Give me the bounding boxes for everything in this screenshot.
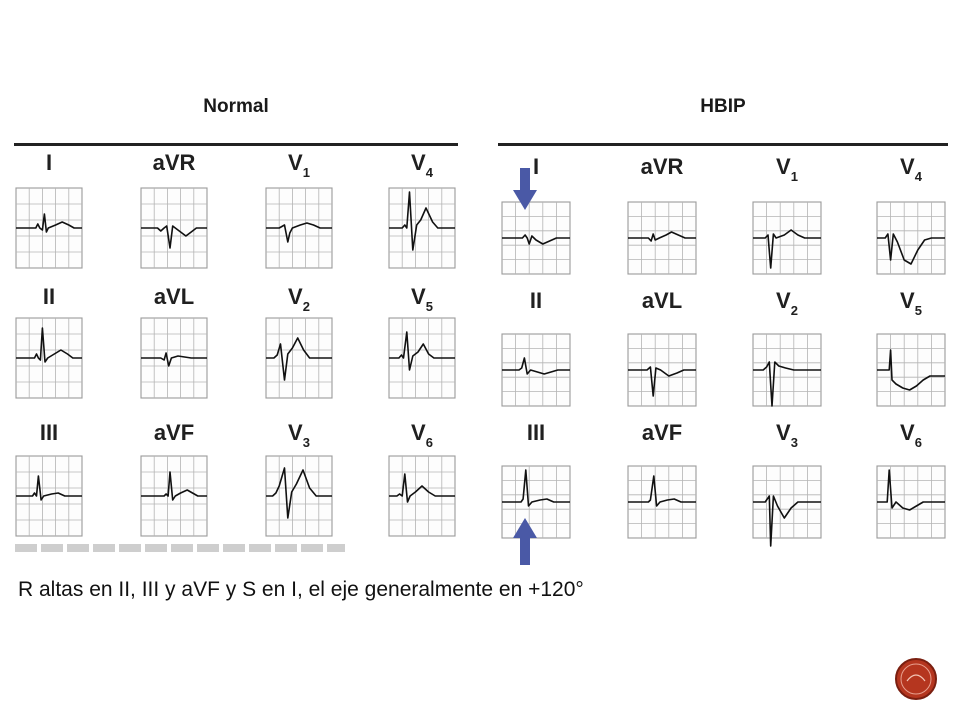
ecg-trace-hbip-6	[753, 361, 821, 407]
lead-label-hbip-6: V2	[776, 288, 798, 318]
lead-label-hbip-11: V6	[900, 420, 922, 450]
arrow-up-icon	[513, 518, 537, 565]
ecg-trace-hbip-5	[628, 366, 696, 397]
lead-label-hbip-9: aVF	[642, 420, 682, 445]
ecg-cell-hbip-10	[752, 465, 822, 547]
ecg-trace-normal-5	[141, 352, 207, 367]
lead-label-hbip-3: V4	[900, 154, 923, 184]
ecg-trace-normal-1	[141, 225, 207, 249]
ecg-trace-normal-3	[389, 191, 455, 251]
lead-label-hbip-2: V1	[776, 154, 798, 184]
lead-label-normal-9: aVF	[154, 420, 194, 445]
ecg-cell-normal-2	[265, 187, 333, 269]
ecg-trace-normal-6	[266, 337, 332, 381]
lead-label-hbip-7: V5	[900, 288, 922, 318]
ecg-cell-normal-4	[15, 317, 83, 399]
panel-title-hbip: HBIP	[700, 96, 746, 117]
lead-label-normal-11: V6	[411, 420, 433, 450]
lead-label-normal-0: I	[46, 150, 52, 175]
ecg-trace-hbip-8	[502, 469, 570, 507]
ecg-cell-normal-3	[388, 187, 456, 269]
ecg-trace-hbip-1	[628, 231, 696, 242]
arrow-down-icon	[513, 168, 537, 210]
ecg-cell-hbip-2	[752, 201, 822, 275]
ecg-cell-normal-11	[388, 455, 456, 537]
ecg-cell-normal-10	[265, 455, 333, 537]
ecg-trace-hbip-0	[502, 234, 570, 245]
ecg-cell-normal-1	[140, 187, 208, 269]
ecg-cell-hbip-0	[501, 201, 571, 275]
lead-label-normal-7: V5	[411, 284, 433, 314]
ecg-trace-normal-11	[389, 473, 455, 503]
ecg-trace-normal-7	[389, 331, 455, 371]
lead-label-normal-2: V1	[288, 150, 310, 180]
ecg-trace-normal-0	[16, 213, 82, 233]
ecg-trace-hbip-2	[753, 229, 821, 269]
lead-label-normal-6: V2	[288, 284, 310, 314]
ecg-trace-normal-10	[266, 467, 332, 519]
ecg-trace-hbip-10	[753, 495, 821, 547]
lead-label-normal-10: V3	[288, 420, 310, 450]
circle-logo-icon	[895, 658, 937, 700]
lead-label-normal-1: aVR	[153, 150, 196, 175]
ecg-trace-normal-4	[16, 327, 82, 363]
lead-label-normal-8: III	[40, 420, 58, 445]
ecg-cell-normal-9	[140, 455, 208, 537]
lead-label-normal-5: aVL	[154, 284, 194, 309]
ecg-cell-normal-5	[140, 317, 208, 399]
ecg-cell-hbip-6	[752, 333, 822, 407]
lead-label-hbip-10: V3	[776, 420, 798, 450]
ecg-cell-hbip-7	[876, 333, 946, 407]
ecg-trace-hbip-9	[628, 475, 696, 507]
figure-footnote	[15, 544, 345, 552]
ecg-cell-hbip-8	[501, 465, 571, 539]
ecg-cell-hbip-3	[876, 201, 946, 275]
lead-label-hbip-5: aVL	[642, 288, 682, 313]
lead-label-normal-3: V4	[411, 150, 434, 180]
lead-label-hbip-0: I	[533, 154, 539, 179]
ecg-cell-normal-7	[388, 317, 456, 399]
panel-divider-normal	[14, 143, 458, 146]
ecg-cell-hbip-9	[627, 465, 697, 539]
ecg-cell-hbip-5	[627, 333, 697, 407]
ecg-trace-hbip-4	[502, 357, 570, 375]
ecg-cell-normal-8	[15, 455, 83, 537]
slide-caption: R altas en II, III y aVF y S en I, el ej…	[18, 578, 584, 601]
lead-label-hbip-4: II	[530, 288, 542, 313]
ecg-cell-normal-0	[15, 187, 83, 269]
lead-label-hbip-8: III	[527, 420, 545, 445]
panel-divider-hbip	[498, 143, 948, 146]
ecg-trace-hbip-3	[877, 233, 945, 265]
ecg-trace-hbip-11	[877, 469, 945, 511]
lead-label-hbip-1: aVR	[641, 154, 684, 179]
lead-label-normal-4: II	[43, 284, 55, 309]
ecg-trace-normal-9	[141, 471, 207, 501]
ecg-trace-hbip-7	[877, 349, 945, 391]
ecg-trace-normal-8	[16, 475, 82, 501]
ecg-cell-hbip-4	[501, 333, 571, 407]
ecg-cell-hbip-11	[876, 465, 946, 539]
panel-title-normal: Normal	[203, 96, 269, 117]
ecg-cell-normal-6	[265, 317, 333, 399]
ecg-cell-hbip-1	[627, 201, 697, 275]
ecg-trace-normal-2	[266, 222, 332, 243]
